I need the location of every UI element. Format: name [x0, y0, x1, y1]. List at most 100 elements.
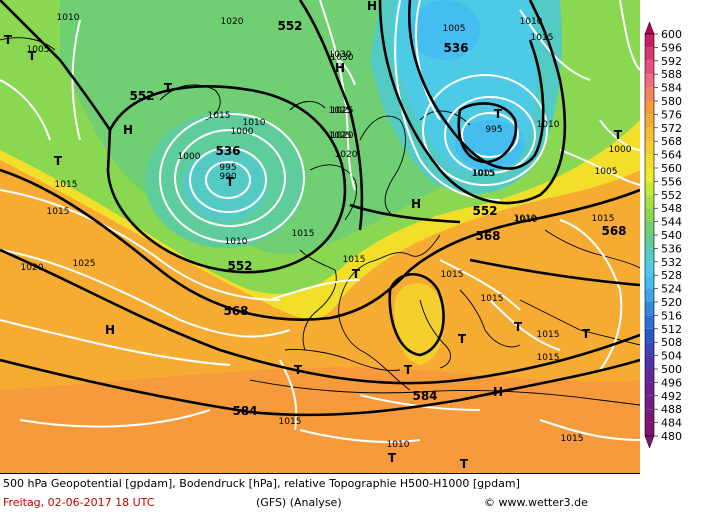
legend-label: 580: [661, 95, 682, 108]
legend-label: 548: [661, 202, 682, 215]
isobar-label: 1025: [73, 259, 96, 269]
low-pressure-marker: T: [226, 175, 235, 189]
low-pressure-marker: T: [54, 154, 63, 168]
legend-label: 564: [661, 149, 682, 162]
map-description: 500 hPa Geopotential [gpdam], Bodendruck…: [3, 477, 520, 490]
low-pressure-marker: T: [582, 327, 591, 341]
legend-swatch: [645, 168, 654, 182]
isobar-label: 1015: [343, 255, 366, 265]
geopotential-label: 552: [227, 259, 252, 273]
isobar-label: 1015: [472, 169, 495, 179]
legend-swatch: [645, 288, 654, 302]
legend-arrow-bottom: [644, 435, 655, 449]
geopotential-label: 552: [129, 89, 154, 103]
low-pressure-marker: T: [460, 457, 469, 471]
legend-label: 544: [661, 216, 682, 229]
legend-label: 508: [661, 336, 682, 349]
legend-label: 556: [661, 175, 682, 188]
isobar-label: 1020: [331, 131, 354, 141]
legend-label: 592: [661, 55, 682, 68]
legend-swatch: [645, 235, 654, 249]
legend-swatch: [645, 342, 654, 356]
isobar-label: 1015: [537, 353, 560, 363]
relative-topography-fill-576: [0, 367, 640, 473]
legend-swatch: [645, 101, 654, 115]
low-pressure-marker: T: [4, 33, 13, 47]
isobar-label: 1015: [561, 434, 584, 444]
legend-swatch: [645, 261, 654, 276]
legend-label: 528: [661, 269, 682, 282]
geopotential-lines: [0, 0, 640, 417]
legend-label: 492: [661, 390, 682, 403]
legend-swatch: [645, 422, 654, 436]
low-pressure-marker: T: [404, 363, 413, 377]
isobar-label: 1020: [21, 263, 44, 273]
geopotential-label: 568: [475, 229, 500, 243]
legend-label: 552: [661, 189, 682, 202]
map-footer: 500 hPa Geopotential [gpdam], Bodendruck…: [0, 473, 640, 514]
legend-swatch: [645, 355, 654, 369]
isobar-label: 1010: [57, 13, 80, 23]
legend-label: 568: [661, 135, 682, 148]
high-pressure-marker: H: [335, 61, 345, 75]
legend-label: 576: [661, 108, 682, 121]
isobar-label: 1025: [329, 131, 352, 141]
legend-label: 532: [661, 256, 682, 269]
isobar-label: 1005: [595, 167, 618, 177]
legend-swatch: [645, 47, 654, 61]
geopotential-label: 584: [232, 404, 257, 418]
low-pressure-marker: T: [352, 267, 361, 281]
geopotential-label: 552: [277, 19, 302, 33]
isobar-label: 1015: [279, 417, 302, 427]
legend-swatch: [645, 302, 654, 316]
legend-swatch: [645, 34, 654, 48]
legend-swatch: [645, 395, 654, 410]
geopotential-label: 536: [443, 41, 468, 55]
isobar-label: 1015: [208, 111, 231, 121]
legend-swatch: [645, 369, 654, 383]
legend-label: 500: [661, 363, 682, 376]
isobar-label: 1025: [331, 106, 354, 116]
isobar-label: 1010: [387, 440, 410, 450]
isobar-label: 1030: [329, 50, 352, 60]
legend-label: 588: [661, 68, 682, 81]
isobar-label: 1005: [443, 24, 466, 34]
isobar-label: 1020: [335, 150, 358, 160]
copyright: © www.wetter3.de: [484, 496, 588, 509]
isobar-label: 1025: [329, 106, 352, 116]
geopotential-label: 536: [215, 144, 240, 158]
legend-label: 488: [661, 403, 682, 416]
isobar-label: 1015: [292, 229, 315, 239]
low-atlantic-fill-528: [183, 149, 267, 221]
low-pressure-marker: T: [28, 49, 37, 63]
isobar-label: 1010: [243, 118, 266, 128]
legend-label: 540: [661, 229, 682, 242]
geopotential-label: 568: [223, 304, 248, 318]
legend-label: 524: [661, 283, 682, 296]
legend-label: 484: [661, 417, 682, 430]
geopotential-label: 552: [472, 204, 497, 218]
legend-label: 504: [661, 350, 682, 363]
isobars: [0, 0, 640, 443]
high-pressure-marker: H: [493, 385, 503, 399]
model-label: (GFS) (Analyse): [256, 496, 342, 509]
isobar-label: 1015: [592, 214, 615, 224]
isobar-label: 1030: [331, 53, 354, 63]
legend-swatch: [645, 208, 654, 222]
legend-swatch: [645, 221, 654, 235]
isobar-label: 1015: [55, 180, 78, 190]
low-pressure-marker: T: [614, 128, 623, 142]
low-scandinavia-fill-520: [410, 0, 480, 60]
isobar-label: 1015: [441, 270, 464, 280]
legend-swatch: [645, 127, 654, 142]
legend-swatch: [645, 248, 654, 262]
isobar-label: 1010: [520, 17, 543, 27]
isobar-label: 990: [219, 172, 236, 182]
legend-swatch: [645, 275, 654, 289]
isobar-label: 1020: [221, 17, 244, 27]
legend-swatch: [645, 87, 654, 101]
isobar-label: 1015: [47, 207, 70, 217]
legend-swatch: [645, 181, 654, 195]
legend-label: 560: [661, 162, 682, 175]
isobar-label: 1010: [537, 120, 560, 130]
